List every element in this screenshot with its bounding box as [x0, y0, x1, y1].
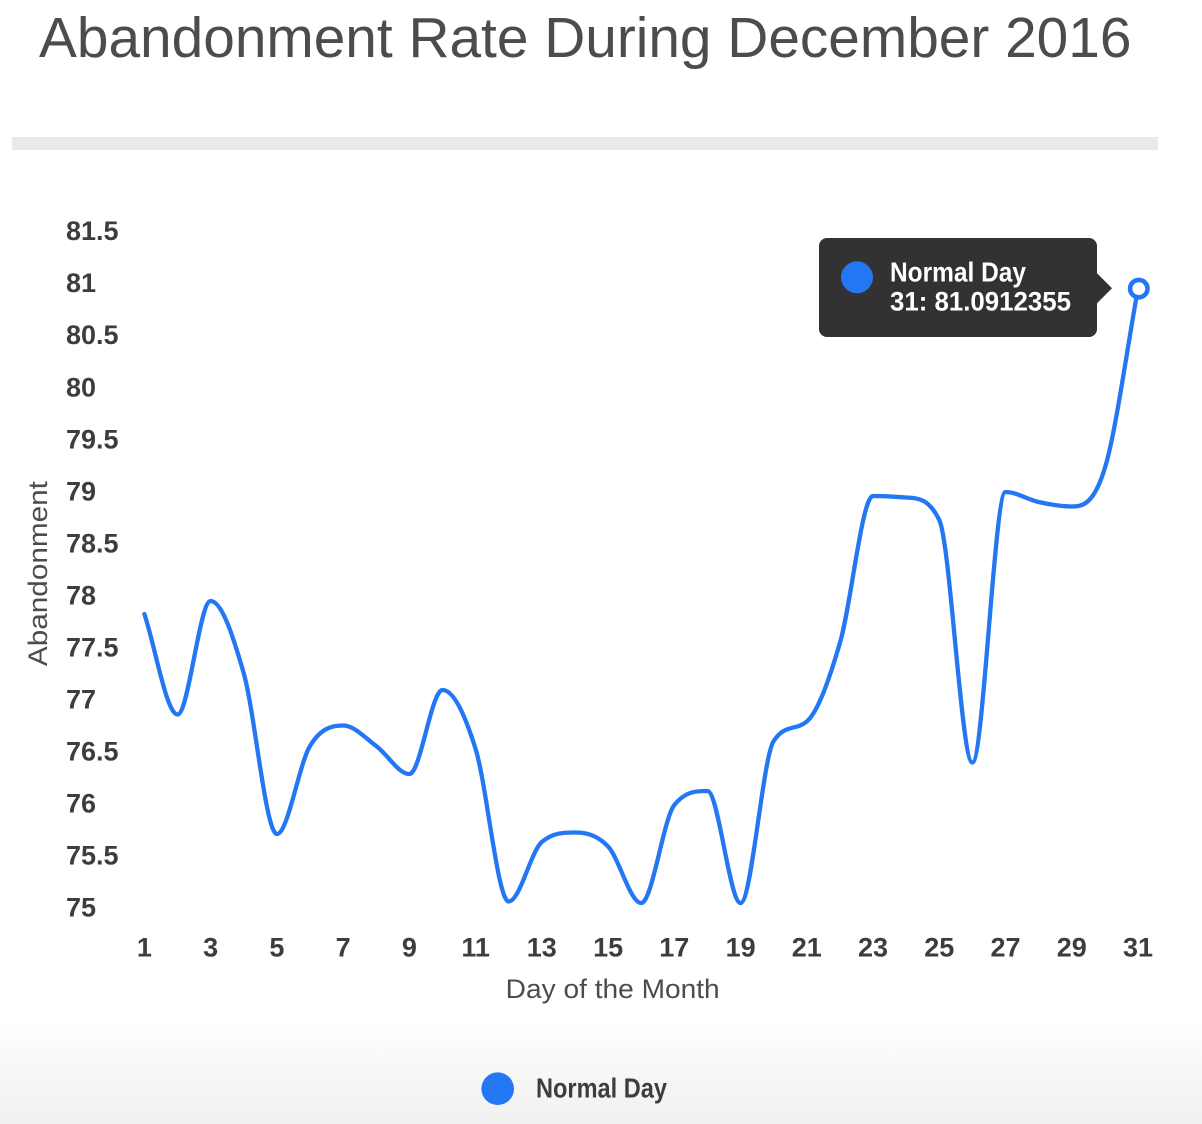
svg-text:78: 78 — [66, 580, 96, 610]
svg-text:21: 21 — [792, 932, 822, 962]
svg-text:77.5: 77.5 — [66, 632, 119, 662]
svg-text:78.5: 78.5 — [66, 528, 119, 558]
svg-text:1: 1 — [137, 932, 152, 962]
svg-text:25: 25 — [924, 932, 954, 962]
svg-text:13: 13 — [527, 932, 557, 962]
svg-text:Abandonment: Abandonment — [23, 481, 53, 667]
svg-text:11: 11 — [461, 932, 490, 962]
svg-text:Normal Day: Normal Day — [890, 257, 1026, 288]
svg-text:9: 9 — [402, 932, 417, 962]
svg-text:29: 29 — [1057, 932, 1087, 962]
svg-text:81.5: 81.5 — [66, 216, 119, 246]
svg-text:Day of the Month: Day of the Month — [506, 974, 720, 1004]
svg-text:76.5: 76.5 — [66, 736, 119, 766]
svg-text:75: 75 — [66, 893, 96, 923]
svg-text:15: 15 — [593, 932, 623, 962]
svg-text:27: 27 — [990, 932, 1020, 962]
svg-text:76: 76 — [66, 788, 96, 818]
svg-text:Normal Day: Normal Day — [536, 1073, 667, 1104]
svg-text:79.5: 79.5 — [66, 424, 119, 454]
svg-text:75.5: 75.5 — [66, 840, 119, 870]
svg-text:81: 81 — [66, 268, 96, 298]
svg-text:3: 3 — [203, 932, 218, 962]
svg-text:7: 7 — [336, 932, 351, 962]
svg-text:5: 5 — [269, 932, 284, 962]
svg-text:79: 79 — [66, 476, 96, 506]
svg-text:31: 31 — [1123, 932, 1153, 962]
svg-text:31: 81.0912355: 31: 81.0912355 — [890, 286, 1071, 316]
svg-text:77: 77 — [66, 684, 96, 714]
svg-text:17: 17 — [659, 932, 689, 962]
svg-text:80: 80 — [66, 372, 96, 402]
svg-text:19: 19 — [726, 932, 756, 962]
svg-text:23: 23 — [858, 932, 888, 962]
svg-text:80.5: 80.5 — [66, 320, 119, 350]
